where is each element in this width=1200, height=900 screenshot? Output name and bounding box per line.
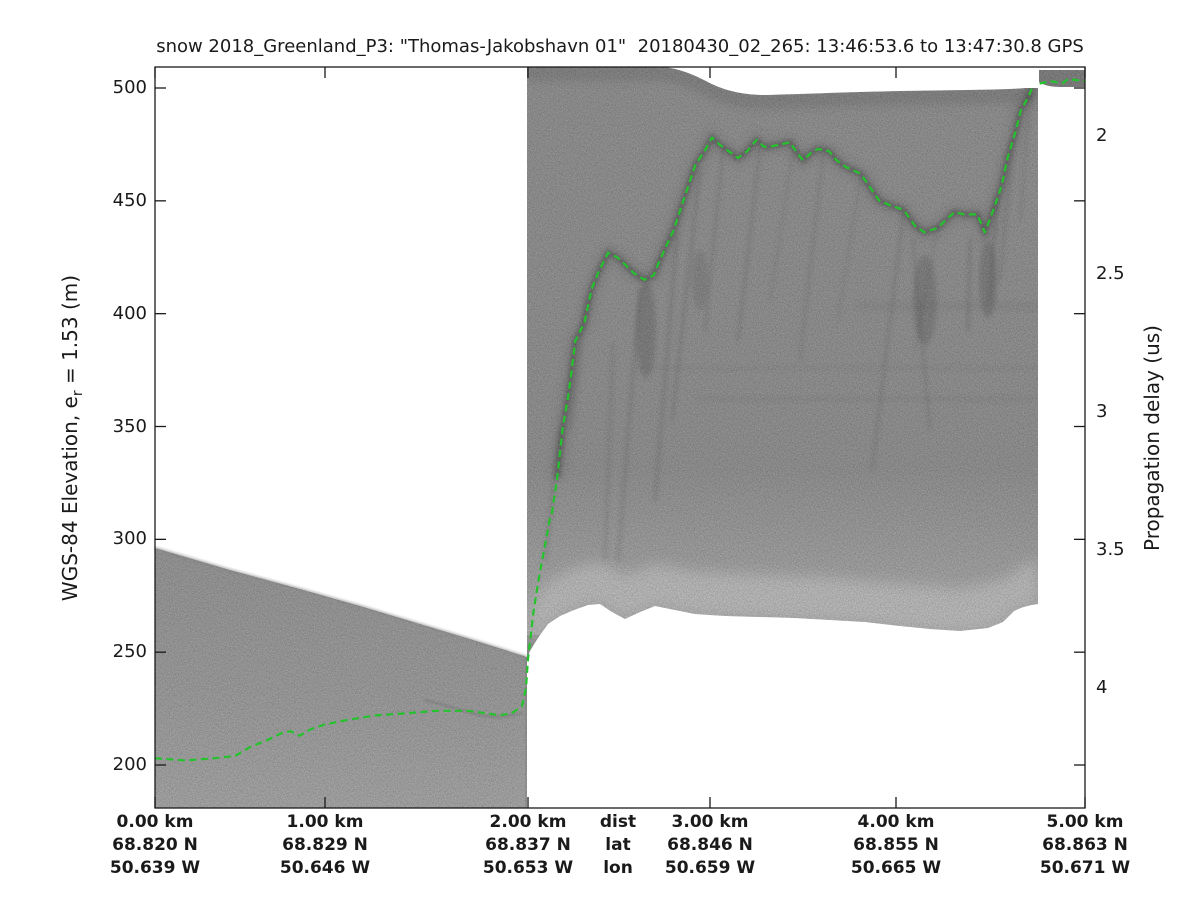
left-axis-label-units: = 1.53 (m) (58, 274, 82, 391)
x-tick-column-1: 1.00 km 68.829 N 50.646 W (280, 811, 370, 880)
x-tick-column-4-row-lon: 50.665 W (850, 858, 942, 878)
elevation-tick-label: 300 (112, 528, 147, 550)
x-axis-header-row-lat: lat (605, 835, 631, 855)
elevation-tick-label: 350 (112, 415, 147, 437)
x-tick-column-2-row-lon: 50.653 W (482, 858, 574, 878)
x-tick-column-5: 5.00 km 68.863 N 50.671 W (1040, 811, 1130, 880)
delay-tick-label: 3 (1096, 401, 1108, 422)
x-tick-column-5-row-lon: 50.671 W (1039, 858, 1131, 878)
delay-tick-label: 2 (1096, 125, 1108, 146)
x-tick-column-3-row-lon: 50.659 W (664, 858, 756, 878)
x-tick-column-1-row-lat: 68.829 N (282, 835, 368, 855)
x-axis-header-row-dist: dist (599, 812, 637, 832)
echogram-noise-light (155, 67, 1085, 808)
left-axis-label: WGS-84 Elevation, er = 1.53 (m) (58, 228, 86, 648)
left-axis-label-subscript: r (70, 390, 86, 397)
delay-tick-label: 3.5 (1096, 539, 1125, 560)
x-tick-column-3: 3.00 km 68.846 N 50.659 W (665, 811, 755, 880)
plot-title: snow 2018_Greenland_P3: "Thomas-Jakobsha… (156, 36, 1084, 57)
x-tick-column-2-row-dist: 2.00 km (489, 812, 567, 832)
x-tick-column-4-row-lat: 68.855 N (853, 835, 939, 855)
axis-box (154, 66, 1086, 809)
elevation-tick-label: 500 (112, 77, 147, 98)
x-axis-header-row-lon: lon (603, 858, 633, 878)
x-tick-column-4: 4.00 km 68.855 N 50.665 W (851, 811, 941, 880)
x-tick-column-0-row-lat: 68.820 N (112, 835, 198, 855)
x-tick-column-1-row-lon: 50.646 W (279, 858, 371, 878)
x-tick-column-5-row-dist: 5.00 km (1046, 812, 1124, 832)
x-tick-column-1-row-dist: 1.00 km (286, 812, 364, 832)
surface-line-strip (1039, 77, 1086, 85)
x-tick-column-0-row-lon: 50.639 W (109, 858, 201, 878)
elevation-tick-label: 400 (112, 302, 147, 324)
x-tick-column-4-row-dist: 4.00 km (857, 812, 935, 832)
elevation-tick-label: 450 (112, 189, 147, 211)
x-tick-column-2-row-lat: 68.837 N (485, 835, 571, 855)
x-tick-column-0: 0.00 km 68.820 N 50.639 W (110, 811, 200, 880)
x-tick-column-0-row-dist: 0.00 km (116, 812, 194, 832)
x-axis-header: dist lat lon (600, 811, 636, 880)
axis-ticks (154, 67, 1086, 808)
surface-line-main (154, 87, 1034, 762)
left-axis-label-text: WGS-84 Elevation, e (58, 396, 82, 602)
delay-tick-label: 2.5 (1096, 263, 1125, 284)
x-tick-column-3-row-dist: 3.00 km (671, 812, 749, 832)
delay-tick-label: 4 (1096, 677, 1108, 698)
right-axis-label: Propagation delay (us) (1140, 325, 1164, 552)
x-tick-column-2: 2.00 km 68.837 N 50.653 W (483, 811, 573, 880)
x-tick-column-3-row-lat: 68.846 N (667, 835, 753, 855)
elevation-tick-label: 200 (112, 754, 147, 775)
elevation-tick-label: 250 (112, 641, 147, 663)
x-tick-column-5-row-lat: 68.863 N (1042, 835, 1128, 855)
